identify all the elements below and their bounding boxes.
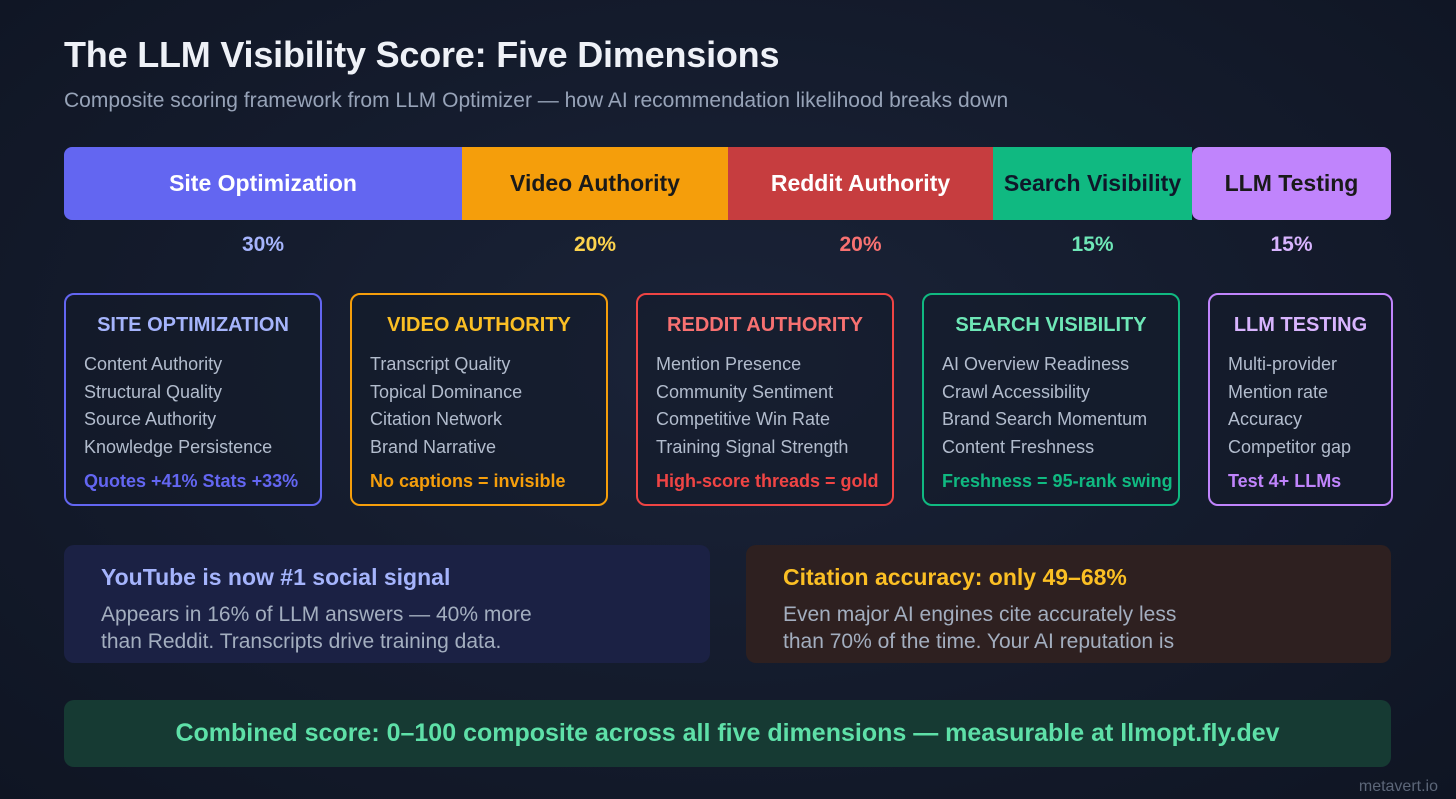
weight-percent-4: 15% [1071,233,1114,256]
dimension-card-4: SEARCH VISIBILITY AI Overview Readiness Cr… [922,293,1180,506]
card-item-list: Transcript Quality Topical Dominance Citat… [370,351,522,462]
card-item: Source Authority [84,409,217,430]
citation-callout-line-2: than 70% of the time. Your AI reputation… [783,630,1175,653]
card-item: Crawl Accessibility [942,381,1091,402]
card-item-list: Mention Presence Community Sentiment Compe… [656,351,848,462]
weight-percent-3: 20% [839,233,882,256]
dimension-card-2: VIDEO AUTHORITY Transcript Quality Topical… [350,293,608,506]
dimension-card-3: REDDIT AUTHORITY Mention Presence Communit… [636,293,894,506]
page-subtitle: Composite scoring framework from LLM Opt… [64,89,1009,112]
card-item: Mention Presence [656,354,802,374]
weight-segment-4: Search Visibility [993,147,1192,220]
dimension-card-1: SITE OPTIMIZATION Content Authority Struct… [64,293,322,506]
card-item: Brand Search Momentum [942,409,1148,430]
citation-callout-body: Even major AI engines cite accurately le… [783,601,1176,655]
card-item: Knowledge Persistence [84,437,273,458]
card-title: SITE OPTIMIZATION [97,314,289,336]
weight-segment-5: LLM Testing [1192,147,1391,220]
youtube-callout-line-2: than Reddit. Transcripts drive training … [101,630,502,653]
card-item: Structural Quality [84,381,223,402]
card-item: Brand Narrative [370,437,497,458]
youtube-callout-body: Appears in 16% of LLM answers — 40% more… [101,601,532,655]
youtube-callout: YouTube is now #1 social signal Appears … [64,545,710,663]
card-item: Topical Dominance [370,381,523,402]
card-note: High-score threads = gold [656,471,879,491]
combined-score-banner: Combined score: 0–100 composite across a… [64,700,1391,767]
card-item: Accuracy [1228,409,1303,430]
card-title: VIDEO AUTHORITY [387,314,571,336]
weight-bar: Site Optimization Video Authority Reddit A… [64,147,1391,220]
page-title: The LLM Visibility Score: Five Dimension… [64,34,780,75]
youtube-callout-title: YouTube is now #1 social signal [101,564,451,590]
weight-segment-2: Video Authority [462,147,728,220]
citation-callout: Citation accuracy: only 49–68% Even majo… [746,545,1391,663]
card-item: Competitor gap [1228,437,1352,458]
card-note: Test 4+ LLMs [1228,471,1342,491]
weight-segment-1: Site Optimization [64,147,462,220]
footer-credit: metavert.io [1358,778,1438,795]
card-item: Citation Network [370,409,503,430]
card-item: Mention rate [1228,381,1329,402]
card-title: LLM TESTING [1233,314,1368,336]
card-item: Multi-provider [1228,354,1338,374]
dimension-card-5: LLM TESTING Multi-provider Mention rate Acc… [1208,293,1393,506]
card-item: AI Overview Readiness [942,354,1130,374]
weight-percent-1: 30% [241,233,285,256]
weight-segment-3: Reddit Authority [728,147,993,220]
weight-percent-5: 15% [1270,233,1313,256]
card-item: Competitive Win Rate [656,409,831,430]
card-item: Content Freshness [942,437,1095,458]
card-item-list: Multi-provider Mention rate Accuracy Compet… [1228,351,1351,462]
card-item: Training Signal Strength [656,437,849,458]
card-title: REDDIT AUTHORITY [667,314,863,336]
citation-callout-line-1: Even major AI engines cite accurately le… [783,603,1177,626]
citation-callout-title: Citation accuracy: only 49–68% [783,564,1127,590]
card-note: Quotes +41% Stats +33% [84,471,299,491]
card-title: SEARCH VISIBILITY [955,314,1147,336]
card-item: Community Sentiment [656,381,834,402]
card-item-list: Content Authority Structural Quality Sourc… [84,351,272,462]
card-note: Freshness = 95-rank swing [942,471,1173,491]
card-item-list: AI Overview Readiness Crawl Accessibility… [942,351,1147,462]
card-item: Content Authority [84,354,223,374]
card-item: Transcript Quality [370,354,511,374]
weight-percent-2: 20% [573,233,617,256]
card-note: No captions = invisible [370,471,566,491]
youtube-callout-line-1: Appears in 16% of LLM answers — 40% more [101,603,532,626]
